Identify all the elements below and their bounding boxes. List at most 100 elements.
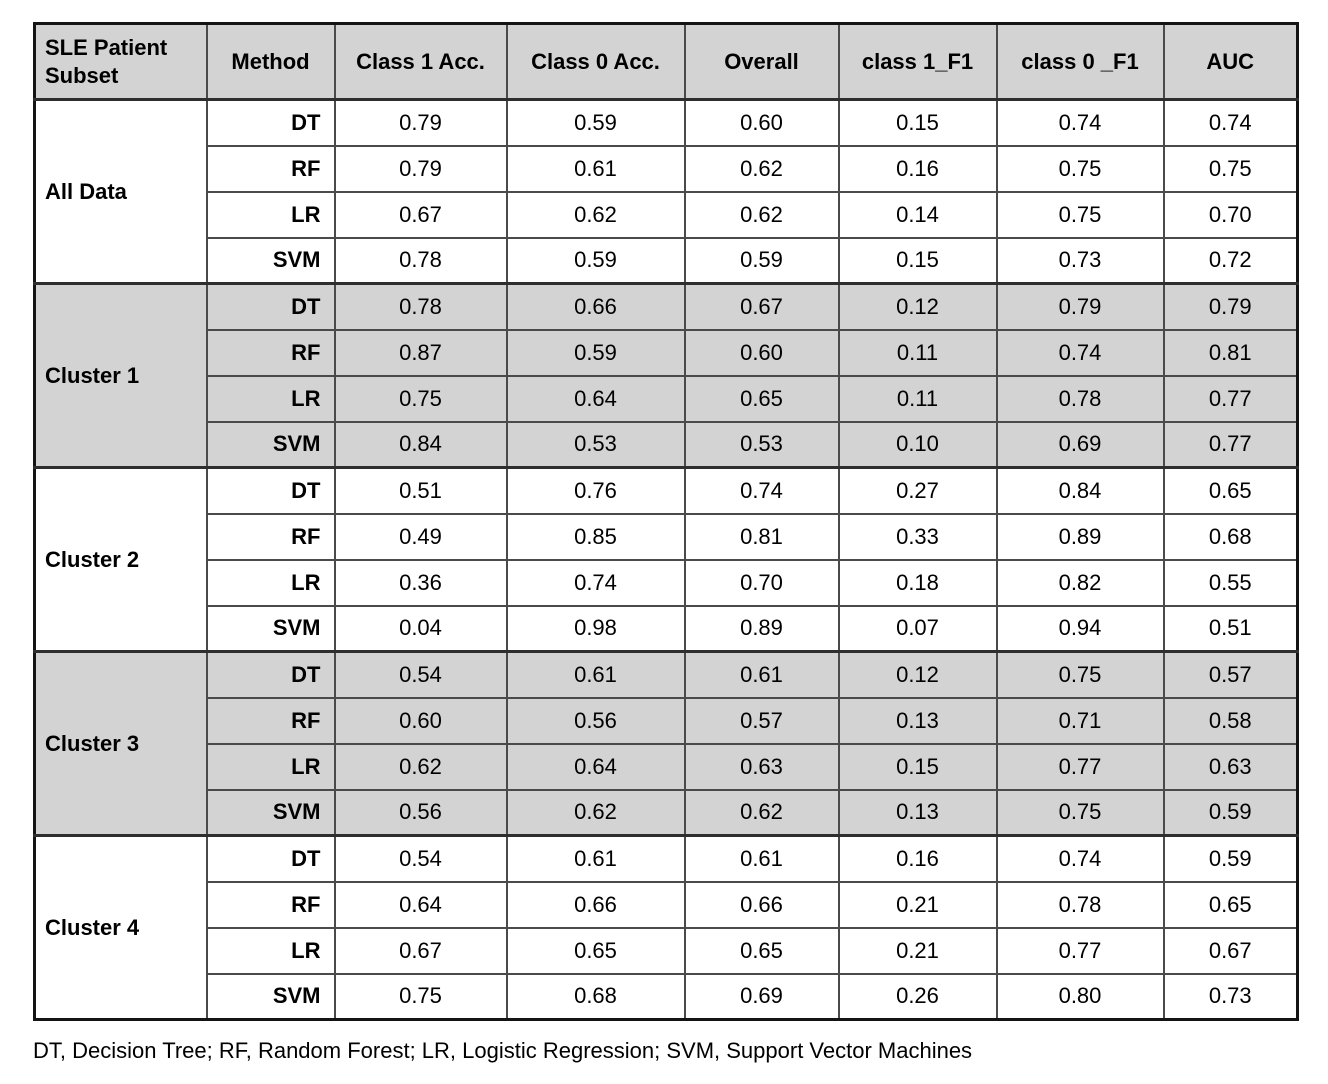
method-cell: LR — [205, 558, 336, 607]
table-body: All Data DT 0.79 0.59 0.60 0.15 0.74 0.74 RF 0.79… — [33, 98, 1299, 1021]
value-cell: 0.21 — [837, 926, 998, 975]
value-cell: 0.62 — [683, 788, 840, 837]
value-cell: 0.15 — [837, 98, 998, 147]
value-cell: 0.65 — [505, 926, 686, 975]
table-row: Cluster 1 DT 0.78 0.66 0.67 0.12 0.79 0.79 — [33, 282, 1299, 469]
value-cell: 0.70 — [683, 558, 840, 607]
value-cell: 0.80 — [995, 972, 1165, 1021]
table-row: SVM 0.75 0.68 0.69 0.26 0.80 0.73 — [35, 972, 1299, 1021]
value-cell: 0.76 — [505, 466, 686, 515]
value-cell: 0.71 — [995, 696, 1165, 745]
value-cell: 0.04 — [333, 604, 508, 653]
value-cell: 0.75 — [1162, 144, 1299, 193]
method-cell: LR — [205, 742, 336, 791]
table-row: Cluster 3 DT 0.54 0.61 0.61 0.12 0.75 0.57 — [33, 650, 1299, 837]
table-row: RF 0.87 0.59 0.60 0.11 0.74 0.81 — [35, 328, 1299, 377]
value-cell: 0.81 — [683, 512, 840, 561]
value-cell: 0.89 — [995, 512, 1165, 561]
value-cell: 0.51 — [1162, 604, 1299, 653]
method-cell: DT — [205, 282, 336, 331]
value-cell: 0.53 — [683, 420, 840, 469]
value-cell: 0.75 — [995, 650, 1165, 699]
value-cell: 0.64 — [333, 880, 508, 929]
value-cell: 0.60 — [683, 328, 840, 377]
table-footnote: DT, Decision Tree; RF, Random Forest; LR… — [33, 1038, 973, 1063]
value-cell: 0.15 — [837, 236, 998, 285]
method-cell: LR — [205, 374, 336, 423]
value-cell: 0.66 — [505, 282, 686, 331]
value-cell: 0.87 — [333, 328, 508, 377]
method-cell: SVM — [205, 972, 336, 1021]
value-cell: 0.61 — [505, 650, 686, 699]
table-row: LR 0.36 0.74 0.70 0.18 0.82 0.55 — [35, 558, 1299, 607]
value-cell: 0.55 — [1162, 558, 1299, 607]
value-cell: 0.61 — [683, 834, 840, 883]
value-cell: 0.75 — [995, 788, 1165, 837]
col-header-subset: SLE Patient Subset — [33, 22, 208, 101]
value-cell: 0.14 — [837, 190, 998, 239]
col-header-overall: Overall — [683, 22, 840, 101]
value-cell: 0.74 — [995, 328, 1165, 377]
value-cell: 0.85 — [505, 512, 686, 561]
group-label: All Data — [33, 98, 208, 285]
table-row: SVM 0.56 0.62 0.62 0.13 0.75 0.59 — [35, 788, 1299, 837]
value-cell: 0.62 — [683, 144, 840, 193]
value-cell: 0.53 — [505, 420, 686, 469]
table-row: SVM 0.78 0.59 0.59 0.15 0.73 0.72 — [35, 236, 1299, 285]
value-cell: 0.49 — [333, 512, 508, 561]
value-cell: 0.21 — [837, 880, 998, 929]
value-cell: 0.61 — [505, 144, 686, 193]
group-label: Cluster 3 — [33, 650, 208, 837]
value-cell: 0.13 — [837, 696, 998, 745]
value-cell: 0.77 — [1162, 374, 1299, 423]
col-header-class1-acc: Class 1 Acc. — [333, 22, 508, 101]
value-cell: 0.79 — [995, 282, 1165, 331]
method-cell: RF — [205, 696, 336, 745]
method-cell: RF — [205, 880, 336, 929]
results-table: SLE Patient Subset Method Class 1 Acc. C… — [33, 22, 1299, 1021]
method-cell: DT — [205, 466, 336, 515]
group-label: Cluster 1 — [33, 282, 208, 469]
value-cell: 0.75 — [333, 972, 508, 1021]
value-cell: 0.78 — [333, 236, 508, 285]
value-cell: 0.78 — [333, 282, 508, 331]
value-cell: 0.11 — [837, 328, 998, 377]
value-cell: 0.59 — [1162, 834, 1299, 883]
value-cell: 0.89 — [683, 604, 840, 653]
method-cell: RF — [205, 512, 336, 561]
value-cell: 0.74 — [505, 558, 686, 607]
value-cell: 0.75 — [333, 374, 508, 423]
value-cell: 0.36 — [333, 558, 508, 607]
value-cell: 0.82 — [995, 558, 1165, 607]
value-cell: 0.12 — [837, 282, 998, 331]
value-cell: 0.79 — [1162, 282, 1299, 331]
value-cell: 0.62 — [505, 788, 686, 837]
value-cell: 0.65 — [683, 374, 840, 423]
value-cell: 0.57 — [1162, 650, 1299, 699]
value-cell: 0.74 — [995, 834, 1165, 883]
value-cell: 0.75 — [995, 144, 1165, 193]
table-row: Cluster 2 DT 0.51 0.76 0.74 0.27 0.84 0.65 — [33, 466, 1299, 653]
value-cell: 0.74 — [683, 466, 840, 515]
value-cell: 0.69 — [683, 972, 840, 1021]
method-cell: SVM — [205, 236, 336, 285]
method-cell: DT — [205, 834, 336, 883]
method-cell: SVM — [205, 788, 336, 837]
value-cell: 0.65 — [1162, 880, 1299, 929]
value-cell: 0.07 — [837, 604, 998, 653]
value-cell: 0.60 — [683, 98, 840, 147]
value-cell: 0.58 — [1162, 696, 1299, 745]
method-cell: RF — [205, 328, 336, 377]
value-cell: 0.63 — [683, 742, 840, 791]
table-row: SVM 0.84 0.53 0.53 0.10 0.69 0.77 — [35, 420, 1299, 469]
value-cell: 0.56 — [333, 788, 508, 837]
table-row: LR 0.67 0.62 0.62 0.14 0.75 0.70 — [35, 190, 1299, 239]
value-cell: 0.59 — [505, 98, 686, 147]
method-cell: SVM — [205, 604, 336, 653]
group-label: Cluster 4 — [33, 834, 208, 1021]
value-cell: 0.18 — [837, 558, 998, 607]
value-cell: 0.66 — [505, 880, 686, 929]
value-cell: 0.64 — [505, 742, 686, 791]
value-cell: 0.27 — [837, 466, 998, 515]
